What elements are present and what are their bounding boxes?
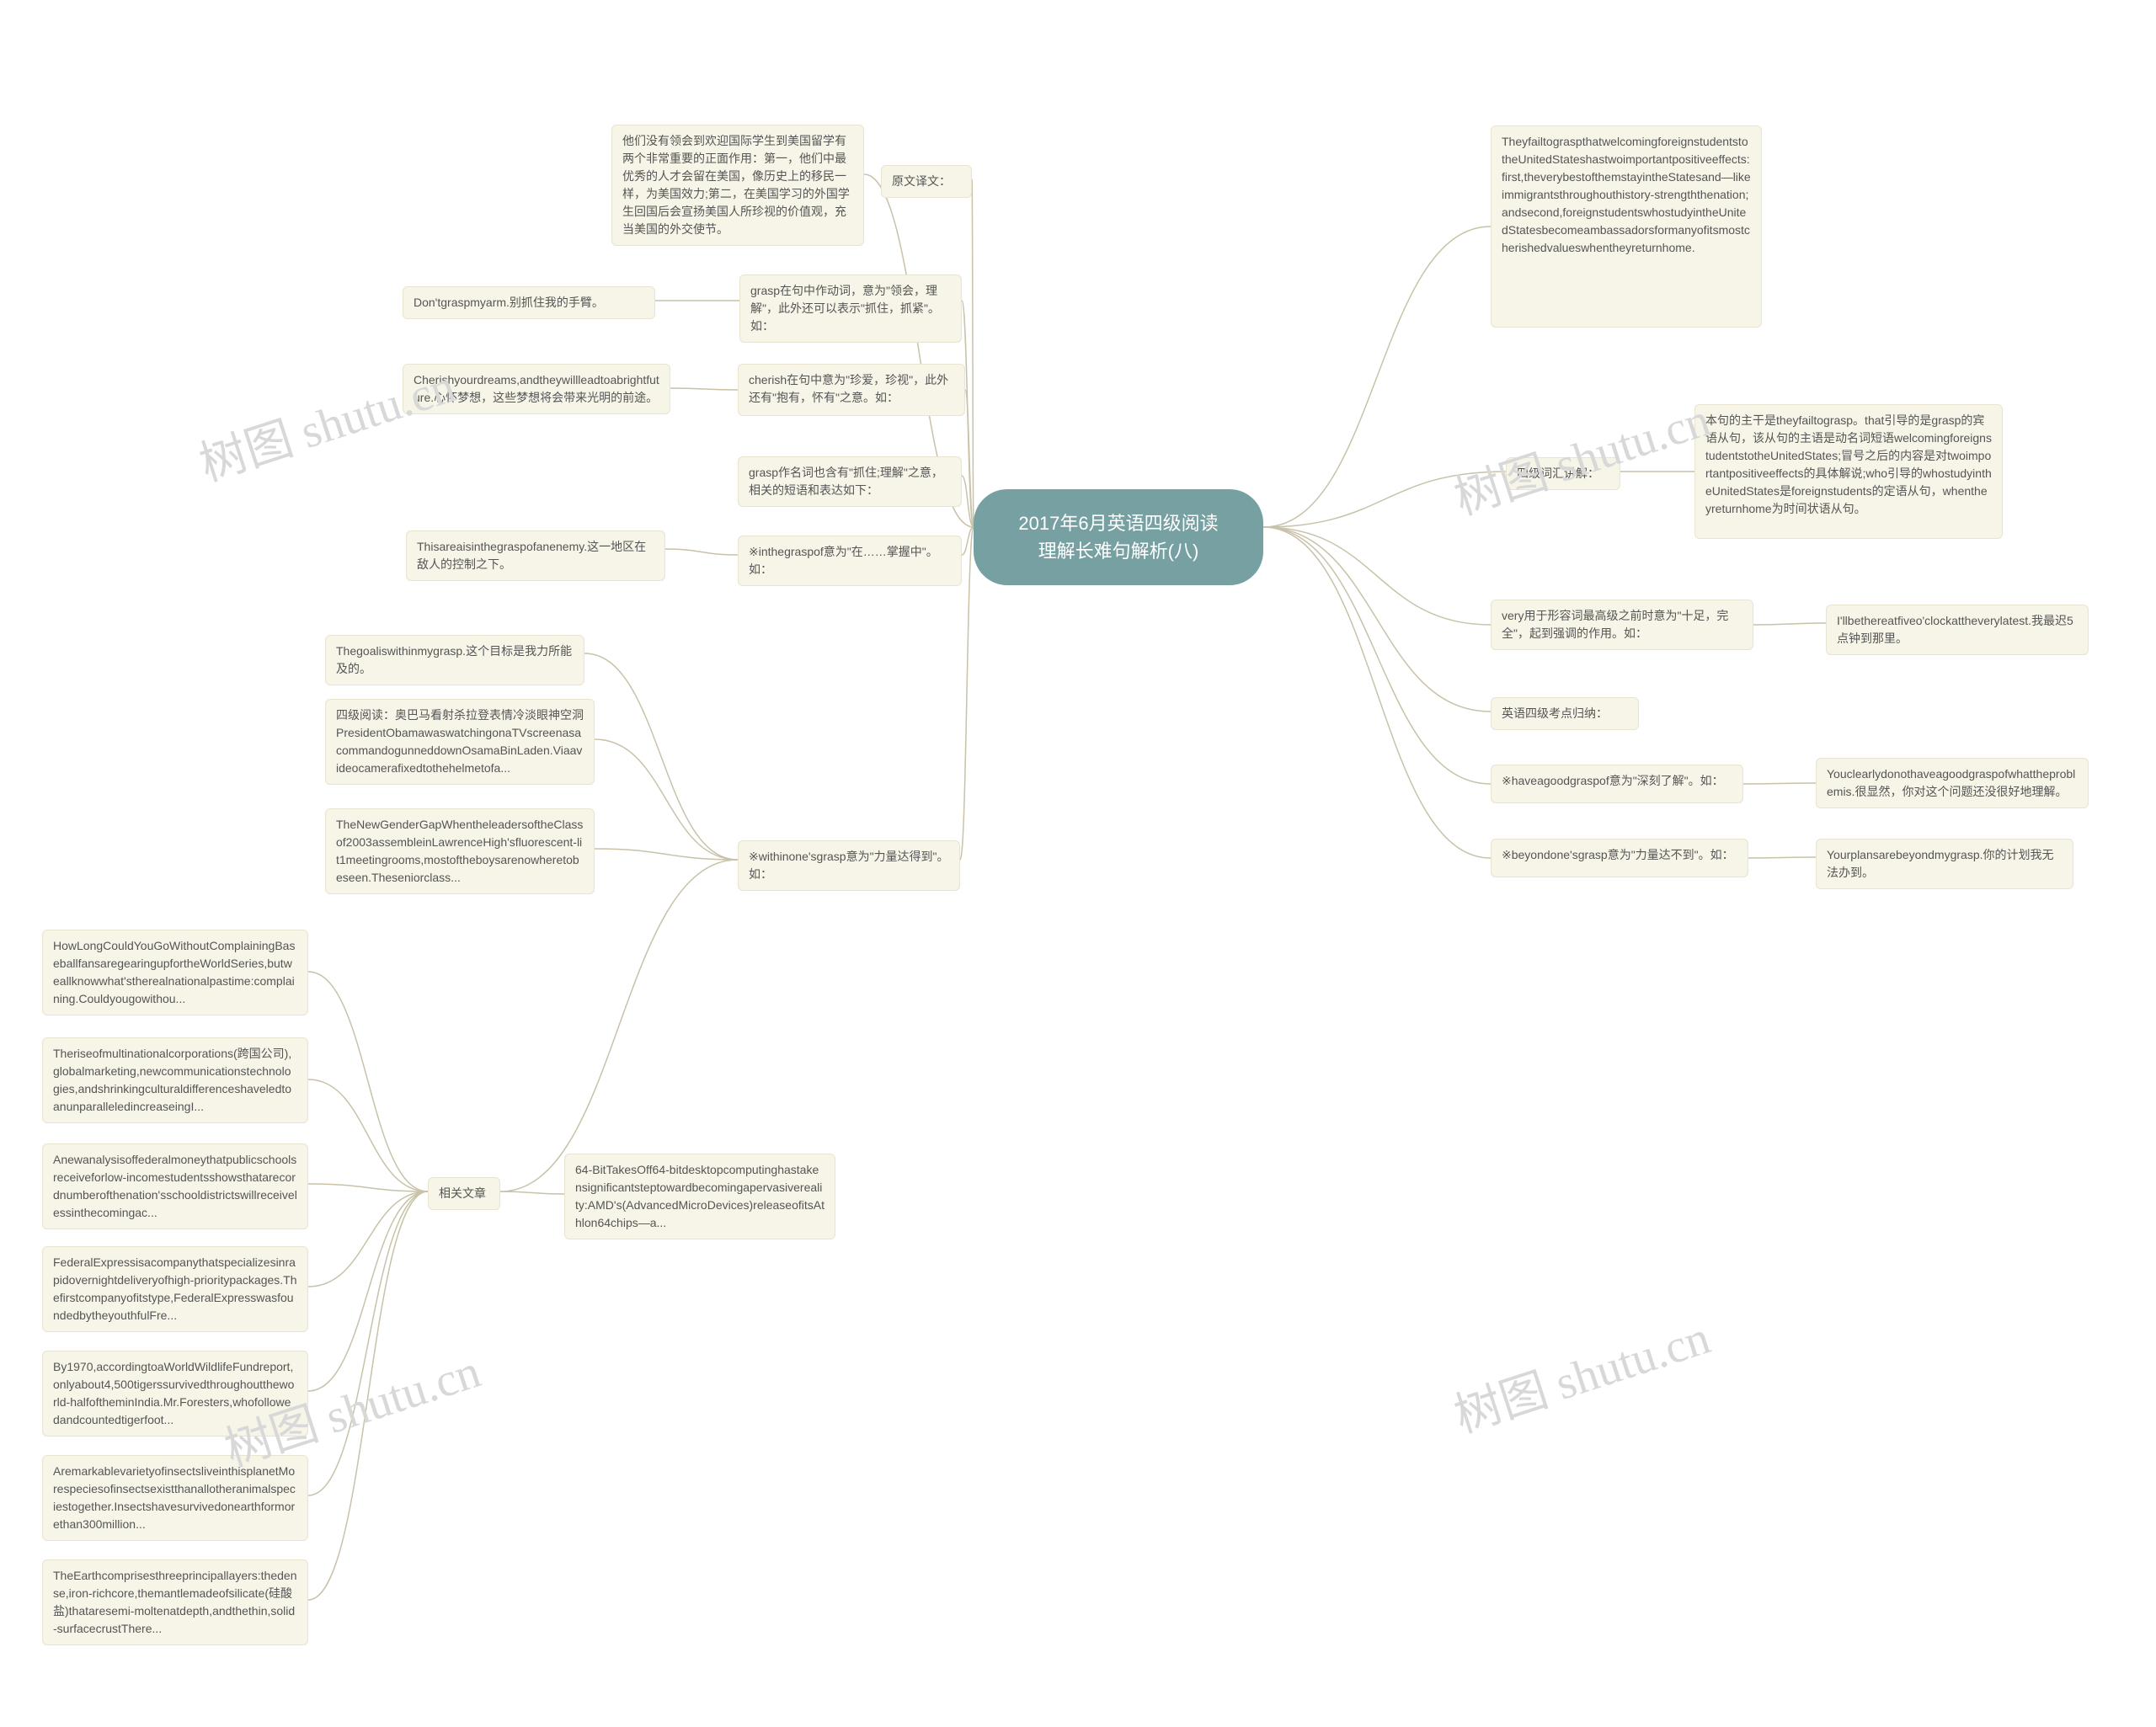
connector: [308, 1191, 428, 1287]
connector: [1263, 527, 1491, 784]
mindmap-node: TheNewGenderGapWhentheleadersoftheClasso…: [325, 808, 595, 894]
connector: [965, 390, 974, 527]
mindmap-node: ※inthegraspof意为"在……掌握中"。如：: [738, 536, 962, 586]
mindmap-node: Anewanalysisoffederalmoneythatpublicscho…: [42, 1143, 308, 1229]
mindmap-node: HowLongCouldYouGoWithoutComplainingBaseb…: [42, 930, 308, 1015]
connector: [308, 972, 428, 1191]
mindmap-node: 原文译文：: [881, 165, 972, 198]
mindmap-node: ※withinone'sgrasp意为"力量达得到"。如：: [738, 840, 960, 891]
mindmap-node: ※haveagoodgraspof意为"深刻了解"。如：: [1491, 765, 1743, 803]
mindmap-node: 64-BitTakesOff64-bitdesktopcomputinghast…: [564, 1154, 835, 1239]
connector: [1753, 623, 1826, 625]
connector: [972, 179, 974, 527]
connector: [1743, 783, 1816, 784]
mindmap-node: 相关文章: [428, 1177, 500, 1210]
mindmap-node: Theriseofmultinationalcorporations(跨国公司)…: [42, 1037, 308, 1123]
mindmap-node: Thisareaisinthegraspofanenemy.这一地区在敌人的控制…: [406, 530, 665, 581]
mindmap-node: 英语四级考点归纳：: [1491, 697, 1639, 730]
mindmap-node: Yourplansarebeyondmygrasp.你的计划我无法办到。: [1816, 839, 2073, 889]
connector: [584, 653, 738, 860]
connector: [1263, 527, 1491, 625]
mindmap-node: grasp作名词也含有"抓住;理解"之意，相关的短语和表达如下：: [738, 456, 962, 507]
connector: [500, 1191, 564, 1194]
connector: [308, 1079, 428, 1191]
mindmap-node: Thegoaliswithinmygrasp.这个目标是我力所能及的。: [325, 635, 584, 685]
mindmap-node: Youclearlydonothaveagoodgraspofwhatthepr…: [1816, 758, 2089, 808]
connector: [1263, 527, 1491, 858]
mindmap-node: FederalExpressisacompanythatspecializesi…: [42, 1246, 308, 1332]
connector: [500, 860, 738, 1191]
connector: [962, 527, 974, 555]
connector: [595, 739, 738, 860]
connector: [308, 1191, 428, 1600]
watermark: 树图 shutu.cn: [1444, 1299, 1717, 1446]
connector: [308, 1184, 428, 1191]
connector: [308, 1191, 428, 1495]
mindmap-node: Cherishyourdreams,andtheywillleadtoabrig…: [403, 364, 670, 414]
connector: [1748, 857, 1816, 858]
connector: [1263, 472, 1506, 527]
mindmap-node: cherish在句中意为"珍爱，珍视"，此外还有"抱有，怀有"之意。如：: [738, 364, 965, 416]
mindmap-node: TheEarthcomprisesthreeprincipallayers:th…: [42, 1559, 308, 1645]
mindmap-node: 本句的主干是theyfailtograsp。that引导的是grasp的宾语从句…: [1694, 404, 2003, 539]
mindmap-node: very用于形容词最高级之前时意为"十足，完全"，起到强调的作用。如：: [1491, 600, 1753, 650]
mindmap-node: By1970,accordingtoaWorldWildlifeFundrepo…: [42, 1351, 308, 1437]
connector: [665, 549, 738, 555]
connector: [1263, 527, 1491, 712]
mindmap-node: grasp在句中作动词，意为"领会，理解"，此外还可以表示"抓住，抓紧"。如：: [739, 275, 962, 343]
connector: [670, 388, 738, 390]
mindmap-node: I'llbethereatfiveo'clockattheverylatest.…: [1826, 605, 2089, 655]
mindmap-node: 他们没有领会到欢迎国际学生到美国留学有两个非常重要的正面作用：第一，他们中最优秀…: [611, 125, 864, 246]
center-text: 2017年6月英语四级阅读 理解长难句解析(八): [1018, 513, 1218, 562]
center-node: 2017年6月英语四级阅读 理解长难句解析(八): [974, 489, 1263, 585]
mindmap-node: ※beyondone'sgrasp意为"力量达不到"。如：: [1491, 839, 1748, 877]
connector: [595, 849, 738, 860]
mindmap-node: Don'tgraspmyarm.别抓住我的手臂。: [403, 286, 655, 319]
mindmap-node: Theyfailtograspthatwelcomingforeignstude…: [1491, 125, 1762, 328]
connector: [960, 527, 974, 860]
connector: [962, 476, 974, 527]
mindmap-node: 四级阅读：奥巴马看射杀拉登表情冷淡眼神空洞PresidentObamawaswa…: [325, 699, 595, 785]
mindmap-node: Aremarkablevarietyofinsectsliveinthispla…: [42, 1455, 308, 1541]
connector: [1263, 227, 1491, 527]
connector: [308, 1191, 428, 1391]
mindmap-node: 四级词汇讲解：: [1506, 457, 1620, 490]
watermark: 树图 shutu.cn: [1444, 381, 1717, 528]
